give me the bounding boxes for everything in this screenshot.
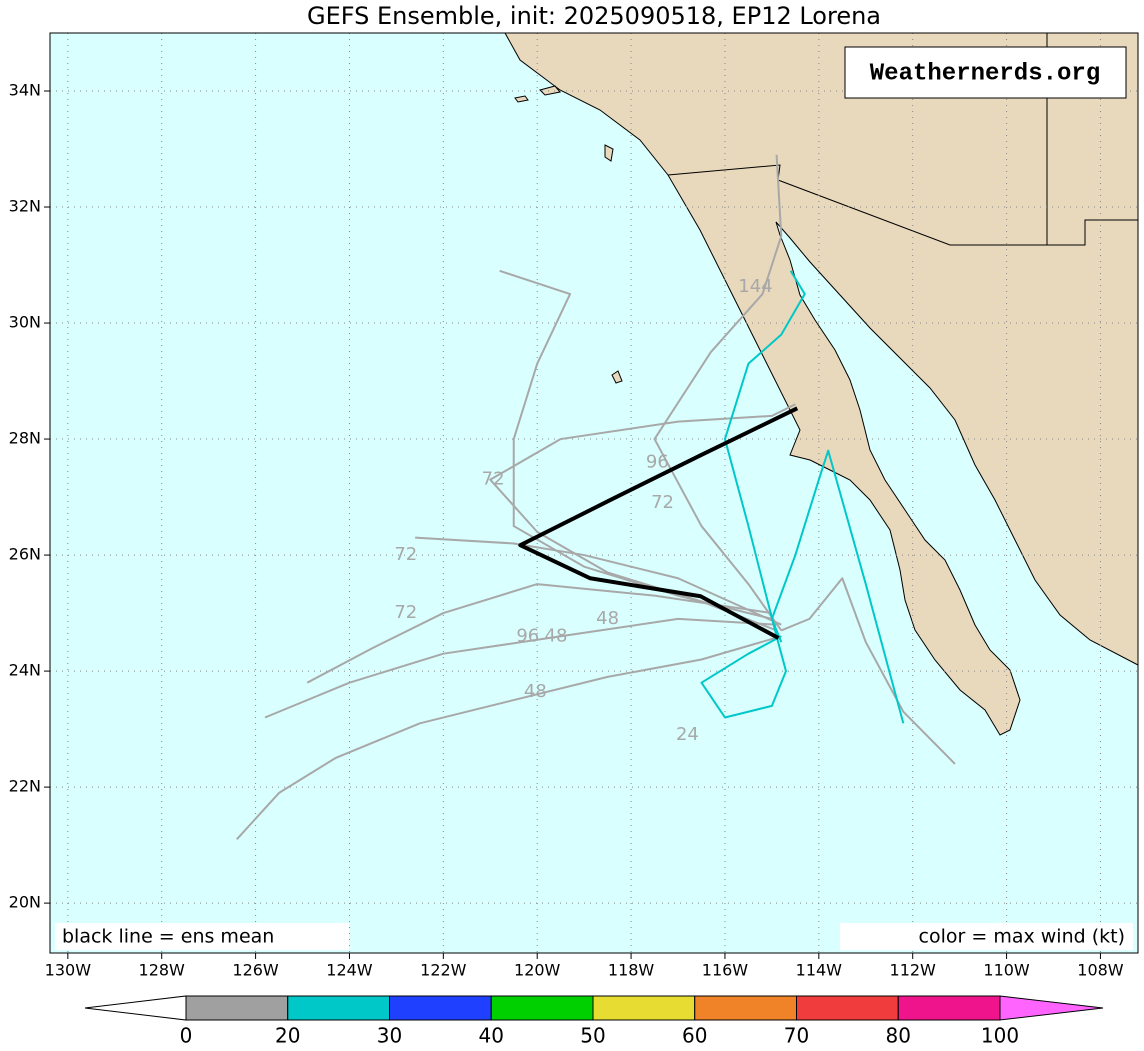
hour-label: 144 — [738, 276, 772, 297]
x-tick-label: 122W — [420, 961, 467, 980]
colorbar-label: 30 — [377, 1024, 402, 1048]
x-tick-label: 120W — [514, 961, 561, 980]
map-area — [50, 32, 1139, 953]
y-tick-label: 34N — [9, 81, 41, 100]
x-tick-label: 112W — [890, 961, 937, 980]
colorbar-segment — [592, 995, 696, 1021]
colorbar-label: 100 — [981, 1024, 1019, 1048]
x-tick-label: 124W — [326, 961, 373, 980]
legend-note: black line = ens mean — [62, 926, 274, 948]
land — [504, 32, 1139, 736]
x-tick-label: 126W — [232, 961, 279, 980]
y-tick-label: 30N — [9, 313, 41, 332]
hour-label: 72 — [394, 602, 417, 623]
hour-label: 72 — [394, 544, 417, 565]
hour-label: 48 — [524, 681, 547, 702]
colorbar-over — [999, 995, 1104, 1021]
hour-label: 96 — [646, 451, 669, 472]
colorbar-label: 50 — [580, 1024, 605, 1048]
colorbar-segment — [897, 995, 1001, 1021]
member-track — [653, 154, 783, 632]
hour-label: 72 — [482, 469, 505, 490]
member-track — [236, 635, 782, 840]
mean-track — [518, 406, 799, 640]
frame — [49, 32, 1139, 954]
hour-label: 72 — [651, 492, 674, 513]
y-tick-label: 24N — [9, 661, 41, 680]
colorbar-label: 40 — [479, 1024, 504, 1048]
x-tick-label: 116W — [702, 961, 749, 980]
tracks: 144 96 72 72 72 72 48 24 96 48 48 — [236, 154, 956, 840]
colorbar-segment — [185, 995, 289, 1021]
color-note: color = max wind (kt) — [919, 926, 1125, 948]
hour-label: 96 — [516, 625, 539, 646]
hour-label: 48 — [596, 608, 619, 629]
y-tick-label: 26N — [9, 545, 41, 564]
y-tick-label: 28N — [9, 429, 41, 448]
member-track — [700, 635, 787, 719]
watermark: Weathernerds.org — [870, 60, 1100, 87]
x-tick-label: 114W — [796, 961, 843, 980]
x-tick-label: 118W — [608, 961, 655, 980]
member-track — [780, 577, 956, 765]
colorbar-label: 70 — [784, 1024, 809, 1048]
y-tick-label: 22N — [9, 777, 41, 796]
border — [667, 164, 1138, 246]
colorbar-segment — [694, 995, 797, 1021]
hour-label: 48 — [545, 625, 568, 646]
member-track — [306, 583, 773, 684]
title: GEFS Ensemble, init: 2025090518, EP12 Lo… — [307, 2, 881, 30]
x-tick-label: 130W — [45, 961, 92, 980]
hour-label: 24 — [676, 724, 699, 745]
member-track — [264, 617, 777, 719]
colorbar-under — [84, 995, 187, 1021]
island — [514, 85, 623, 384]
watermark-box — [844, 46, 1127, 99]
colorbar-segment — [796, 995, 899, 1021]
note-box — [55, 923, 349, 950]
y-tick-label: 32N — [9, 197, 41, 216]
member-track — [415, 536, 782, 626]
colorbar-segment — [490, 995, 594, 1021]
x-tick-label: 128W — [139, 961, 186, 980]
colorbar: 0 20 30 40 50 60 70 80 100 — [84, 995, 1104, 1048]
y-tick-label: 20N — [9, 893, 41, 912]
note-box — [840, 923, 1133, 950]
colorbar-segment — [287, 995, 390, 1021]
colorbar-segment — [389, 995, 492, 1021]
colorbar-label: 60 — [682, 1024, 707, 1048]
x-tick-label: 108W — [1077, 961, 1124, 980]
colorbar-label: 0 — [180, 1024, 193, 1048]
x-tick-label: 110W — [983, 961, 1030, 980]
colorbar-label: 80 — [886, 1024, 911, 1048]
colorbar-label: 20 — [275, 1024, 300, 1048]
member-track — [723, 270, 806, 637]
